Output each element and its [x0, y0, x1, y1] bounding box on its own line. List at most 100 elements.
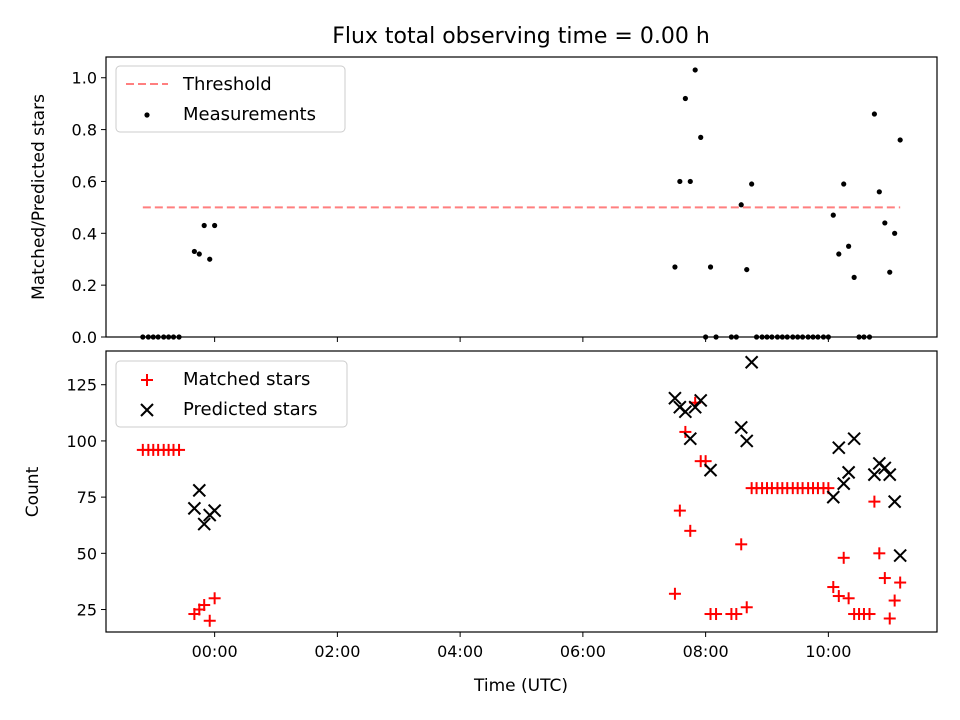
bottom-y-axis-label: Count — [23, 466, 43, 517]
predicted-star-marker — [668, 391, 682, 405]
top-y-tick-label: 1.0 — [72, 69, 97, 88]
top-y-axis-label: Matched/Predicted stars — [29, 94, 49, 300]
matched-star-marker — [827, 581, 840, 594]
top-y-tick-label: 0.4 — [72, 224, 97, 243]
matched-star-marker — [203, 614, 216, 627]
measurement-point — [749, 181, 755, 187]
bottom-axes-frame — [105, 350, 938, 633]
measurement-point — [682, 95, 688, 102]
measurement-point — [882, 220, 888, 226]
predicted-star-marker — [847, 431, 861, 446]
measurement-point — [672, 264, 678, 270]
measurement-point — [744, 266, 750, 273]
bottom-y-tick-label: 50 — [77, 544, 97, 563]
predicted-star-marker — [694, 393, 708, 408]
measurement-point — [887, 269, 893, 275]
matched-star-marker — [837, 551, 850, 564]
measurement-point — [207, 256, 213, 262]
measurement-point — [698, 134, 704, 140]
x-tick-label: 00:00 — [192, 642, 238, 661]
measurement-point — [196, 251, 202, 257]
matched-legend-label: Matched stars — [183, 369, 310, 390]
measurement-point — [871, 111, 877, 117]
predicted-star-marker — [826, 490, 840, 504]
matched-star-marker — [673, 504, 686, 517]
top-y-tick-label: 0.8 — [72, 121, 97, 140]
predicted-star-marker — [683, 431, 697, 446]
predicted-star-marker — [867, 467, 882, 482]
measurement-point — [836, 251, 842, 257]
measurement-point — [212, 222, 218, 229]
measurement-point — [876, 189, 882, 195]
predicted-star-marker — [744, 355, 759, 369]
bottom-plot-area — [136, 355, 907, 627]
x-tick-label: 08:00 — [683, 642, 729, 661]
bottom-x-ticks: 00:00 02:00 04:00 06:00 08:00 10:00 — [192, 632, 851, 661]
measurement-point — [892, 230, 898, 236]
predicted-star-marker — [837, 476, 851, 491]
top-y-tick-label: 0.2 — [72, 276, 97, 295]
bottom-y-tick-label: 125 — [66, 376, 97, 395]
matched-star-marker — [173, 443, 186, 456]
measurement-point — [830, 212, 836, 218]
predicted-star-marker — [887, 494, 902, 509]
bottom-y-tick-label: 25 — [77, 601, 97, 620]
matched-star-marker — [710, 608, 723, 621]
bottom-y-ticks: 25 50 75 100 125 — [66, 376, 106, 620]
matched-legend-swatch — [141, 374, 153, 386]
bottom-panel: 25 50 75 100 125 00:00 02:00 04:00 06:00 08:00 10… — [23, 350, 938, 696]
matched-star-marker — [878, 572, 891, 585]
matched-star-marker — [888, 594, 901, 607]
measurement-point — [201, 222, 207, 229]
predicted-star-marker — [841, 465, 856, 480]
predicted-star-marker — [192, 483, 206, 498]
predicted-star-marker — [197, 517, 211, 531]
predicted-star-marker — [893, 548, 907, 563]
predicted-star-marker — [878, 461, 892, 475]
measurement-point — [677, 178, 683, 185]
matched-star-marker — [883, 612, 896, 625]
x-tick-label: 04:00 — [437, 642, 483, 661]
top-y-ticks: 0.0 0.2 0.4 0.6 0.8 1.0 — [72, 69, 106, 347]
x-tick-label: 06:00 — [560, 642, 606, 661]
measurement-point — [687, 178, 693, 185]
measurement-point — [738, 202, 744, 208]
predicted-star-marker — [678, 404, 693, 419]
threshold-legend-label: Threshold — [182, 74, 272, 95]
predicted-legend-label: Predicted stars — [183, 399, 317, 420]
predicted-star-marker — [832, 440, 846, 455]
x-tick-label: 10:00 — [805, 642, 851, 661]
matched-star-marker — [198, 599, 211, 612]
matched-star-marker — [894, 576, 907, 589]
x-tick-label: 02:00 — [314, 642, 360, 661]
bottom-y-tick-label: 100 — [66, 432, 97, 451]
matched-star-marker — [679, 425, 692, 438]
top-y-tick-label: 0.6 — [72, 172, 97, 191]
bottom-y-tick-label: 75 — [77, 488, 97, 507]
predicted-star-marker — [207, 503, 222, 518]
predicted-star-marker — [740, 434, 754, 448]
top-legend-box — [115, 65, 346, 133]
matched-star-marker — [873, 547, 886, 560]
matched-star-marker — [832, 590, 845, 603]
top-y-tick-label: 0.0 — [72, 328, 97, 347]
matched-star-marker — [735, 538, 748, 551]
matched-star-marker — [740, 601, 753, 614]
matched-star-marker — [730, 608, 743, 621]
measurements-legend-label: Measurements — [183, 104, 316, 125]
matched-star-marker — [684, 524, 697, 537]
measurements-legend-swatch — [144, 112, 150, 118]
bottom-legend: Matched stars Predicted stars — [115, 360, 348, 428]
chart-title: Flux total observing time = 0.00 h — [332, 24, 710, 49]
predicted-star-marker — [703, 463, 718, 477]
bottom-legend-box — [115, 360, 348, 428]
predicted-legend-swatch — [140, 403, 154, 417]
matched-star-marker — [668, 587, 681, 600]
measurement-point — [692, 67, 698, 73]
measurement-point — [707, 264, 714, 270]
predicted-star-marker — [734, 420, 748, 435]
measurement-point — [841, 181, 847, 187]
top-legend: Threshold Measurements — [115, 65, 346, 133]
matched-star-marker — [863, 608, 876, 621]
